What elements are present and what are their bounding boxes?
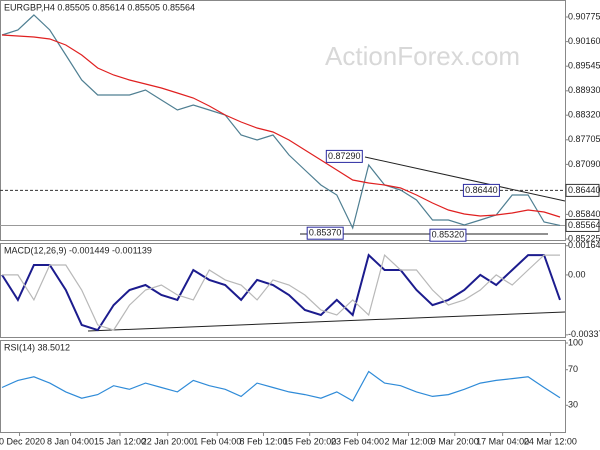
annotation-box	[429, 228, 467, 242]
series-line	[2, 253, 560, 331]
x-tick-label: 8 Jan 04:00	[47, 436, 94, 446]
price-level-label: 0.86440	[568, 185, 600, 195]
macd-panel	[0, 243, 566, 338]
y-tick-label: 100	[568, 337, 583, 347]
macd-trend-line	[87, 311, 566, 332]
y-tick-label: 0.001648	[568, 240, 600, 250]
x-tick-label: 23 Feb 04:00	[331, 436, 384, 446]
x-tick-label: 2 Mar 12:00	[385, 436, 433, 446]
x-tick-label: 17 Mar 04:00	[476, 436, 529, 446]
price-panel	[0, 0, 566, 241]
series-line	[1, 34, 561, 218]
annotation-label: 0.86440	[465, 185, 498, 195]
series-line	[1, 370, 561, 402]
trend-line	[364, 156, 566, 202]
series-line	[1, 14, 561, 230]
annotation-box	[306, 226, 344, 240]
y-tick-label: -0.003379	[568, 329, 600, 339]
rsi-header: RSI(14) 38.5012	[4, 342, 70, 352]
price-label-box	[565, 183, 600, 197]
annotation-label: 0.85320	[432, 230, 465, 240]
price-level-label: 0.85564	[568, 220, 600, 230]
y-tick-label: 0.88930	[568, 85, 600, 95]
x-tick-label: 8 Feb 12:00	[239, 436, 287, 446]
annotation-box	[325, 149, 363, 163]
annotation-box	[462, 183, 500, 197]
y-tick-label: 70	[568, 364, 578, 374]
y-tick-label: 30	[568, 400, 578, 410]
y-tick-label: 0.00	[568, 269, 586, 279]
annotation-label: 0.85370	[309, 228, 342, 238]
y-tick-label: 0.90775	[568, 11, 600, 21]
macd-header: MACD(12,26,9) -0.001449 -0.001139	[4, 245, 152, 255]
series-line	[1, 253, 561, 332]
x-tick-label: 9 Mar 20:00	[431, 436, 479, 446]
x-tick-label: 24 Mar 12:00	[524, 436, 577, 446]
rsi-panel	[0, 340, 566, 433]
x-tick-label: 15 Jan 12:00	[94, 436, 146, 446]
price-label-box	[565, 218, 600, 232]
x-tick-label: 15 Feb 20:00	[283, 436, 336, 446]
y-tick-label: 0.89545	[568, 61, 600, 71]
x-tick-label: 22 Jan 20:00	[142, 436, 194, 446]
x-tick-label: 30 Dec 2020	[0, 436, 45, 446]
y-tick-label: 0.87090	[568, 159, 600, 169]
x-tick-label: 1 Feb 04:00	[193, 436, 241, 446]
price-header: EURGBP,H4 0.85505 0.85614 0.85505 0.8556…	[4, 2, 195, 12]
y-tick-label: 0.85225	[568, 233, 600, 243]
watermark: ActionForex.com	[325, 41, 520, 71]
annotation-label: 0.87290	[328, 151, 361, 161]
y-tick-label: 0.90160	[568, 36, 600, 46]
y-tick-label: 0.87705	[568, 134, 600, 144]
y-tick-label: 0.88320	[568, 110, 600, 120]
y-tick-label: 0.85840	[568, 209, 600, 219]
